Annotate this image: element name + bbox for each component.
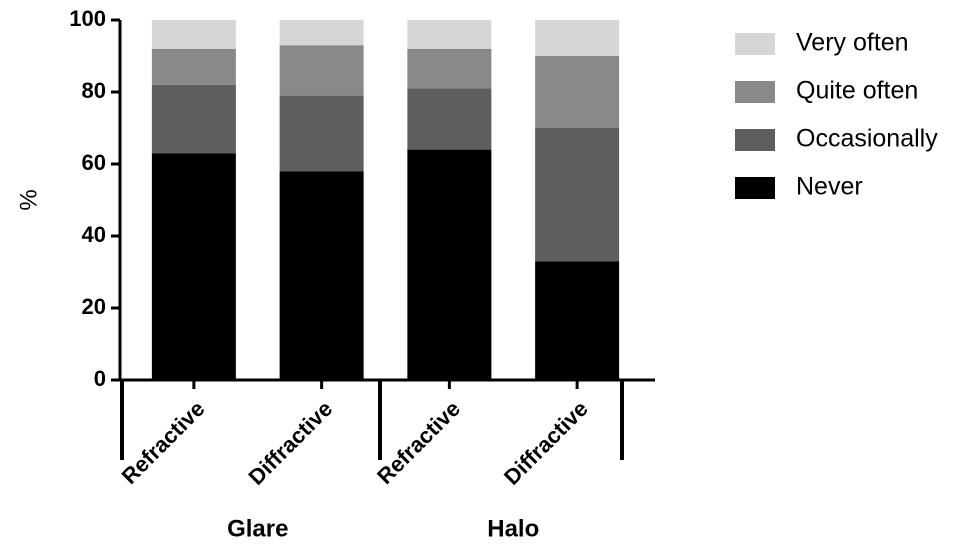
bar-segment [279, 171, 364, 380]
bar-segment [535, 128, 620, 262]
legend-label: Never [796, 173, 863, 201]
group-label: Halo [487, 515, 539, 542]
legend-swatch [735, 33, 775, 55]
y-tick-label: 40 [82, 222, 106, 247]
bar-segment [151, 153, 236, 380]
x-tick-label: Diffractive [244, 396, 338, 490]
bar-segment [279, 95, 364, 172]
legend-label: Quite often [796, 77, 918, 105]
bar-segment [407, 20, 492, 49]
x-tick-label: Refractive [372, 396, 465, 489]
legend-swatch [735, 129, 775, 151]
y-tick-label: 80 [82, 78, 106, 103]
bar-segment [407, 48, 492, 89]
bar-segment [407, 149, 492, 380]
bar-segment [407, 88, 492, 150]
bar-segment [535, 261, 620, 380]
legend-swatch [735, 177, 775, 199]
y-axis-label: % [15, 189, 42, 210]
y-tick-label: 0 [94, 366, 106, 391]
bar-segment [151, 20, 236, 49]
bar-segment [535, 56, 620, 128]
legend-swatch [735, 81, 775, 103]
legend-label: Very often [796, 29, 909, 57]
legend-label: Occasionally [796, 125, 938, 153]
bar-segment [279, 45, 364, 96]
x-tick-label: Diffractive [499, 396, 593, 490]
bar-segment [279, 20, 364, 46]
y-tick-label: 20 [82, 294, 106, 319]
y-tick-label: 100 [69, 6, 106, 31]
bar-segment [151, 48, 236, 85]
bar-segment [535, 20, 620, 56]
bar-segment [151, 84, 236, 154]
group-label: Glare [227, 515, 288, 542]
x-tick-label: Refractive [117, 396, 210, 489]
y-tick-label: 60 [82, 150, 106, 175]
